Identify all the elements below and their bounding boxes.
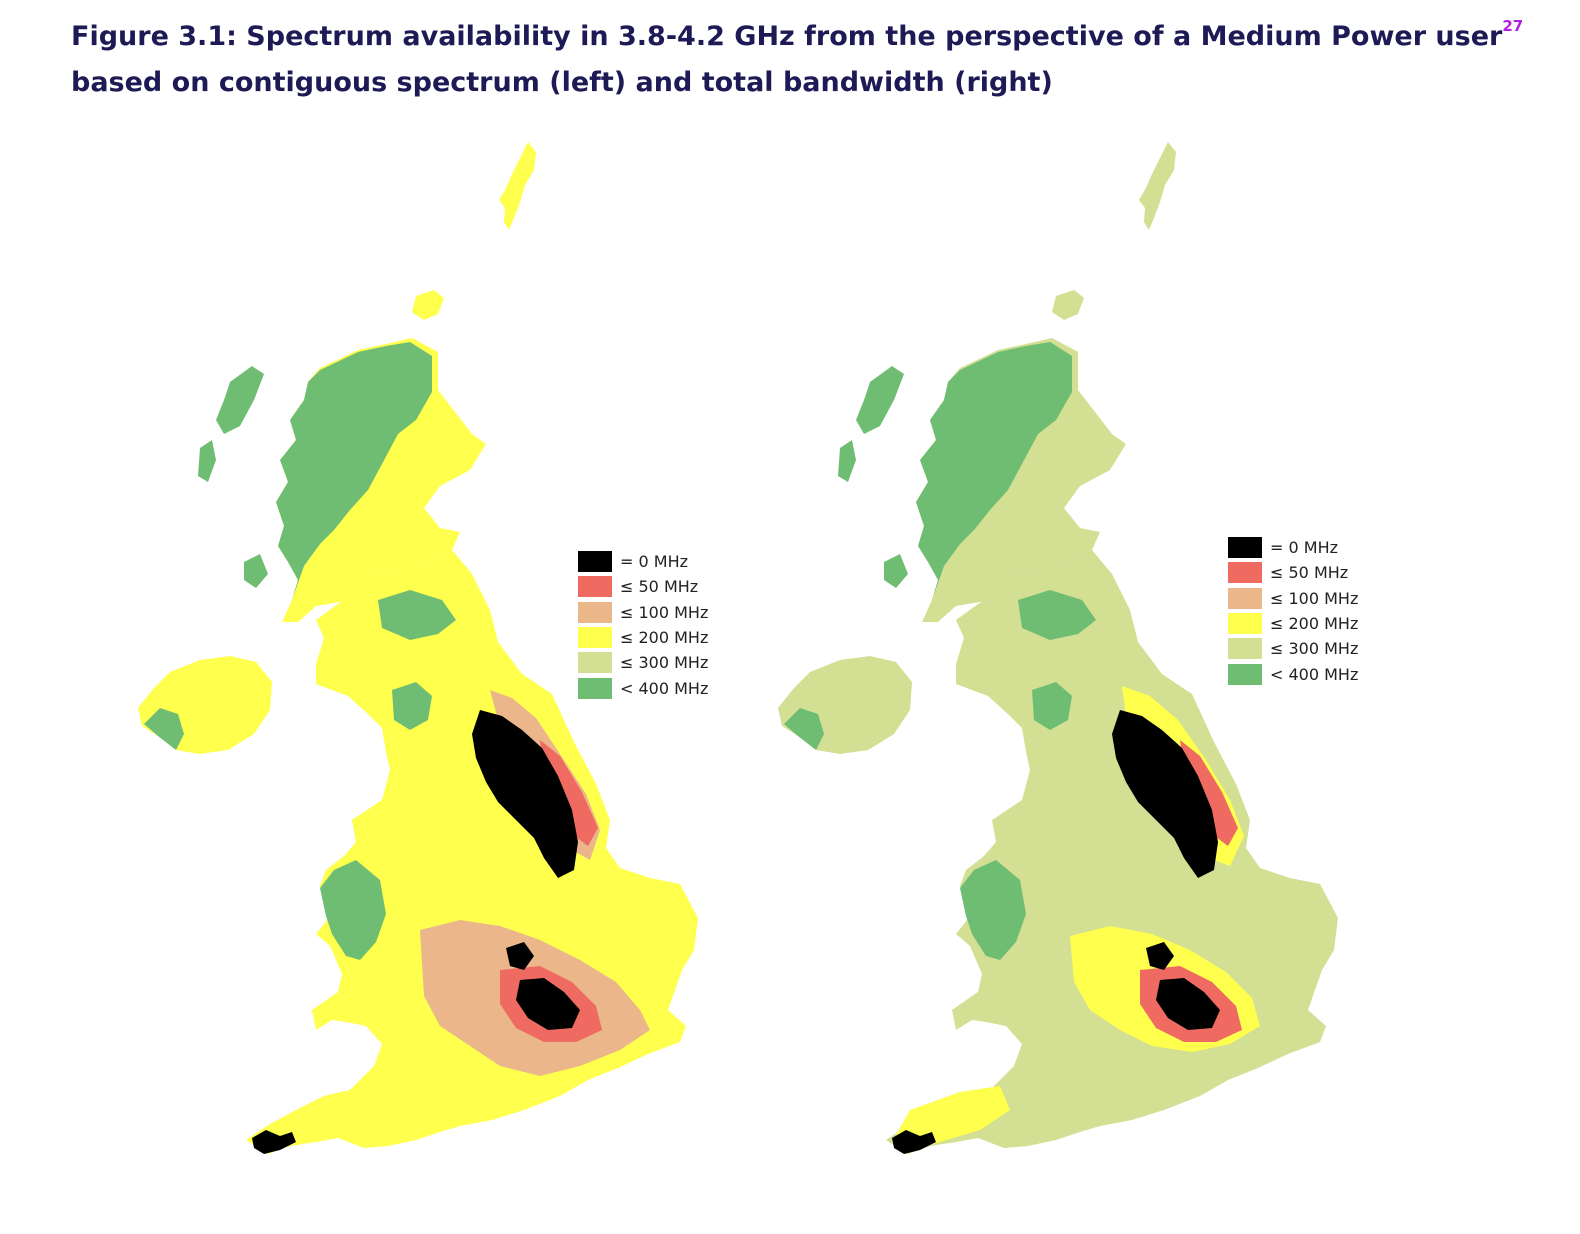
legend-label: = 0 MHz: [1270, 538, 1338, 558]
legend-swatch: [1228, 663, 1262, 685]
legend-item-4: ≤ 300 MHz: [578, 650, 708, 675]
london-zero-zone: [516, 978, 580, 1030]
legend-swatch: [1228, 537, 1262, 559]
legend-item-0: = 0 MHz: [1228, 535, 1358, 560]
legend-swatch: [1228, 587, 1262, 609]
northern-ireland: [778, 656, 912, 754]
wales-uplands: [960, 860, 1026, 960]
uk-map-right-svg: [778, 142, 1338, 1154]
legend-swatch: [578, 627, 612, 649]
midlands-zero-zone: [506, 942, 534, 970]
legend-label: ≤ 100 MHz: [1270, 588, 1359, 608]
legend-swatch: [1228, 562, 1262, 584]
legend-label: < 400 MHz: [620, 678, 709, 698]
northern-ireland-west: [784, 708, 824, 750]
legend-label: ≤ 50 MHz: [1270, 563, 1349, 583]
inner-hebrides: [838, 440, 908, 588]
shetland: [499, 142, 536, 230]
legend-item-3: ≤ 200 MHz: [1228, 611, 1358, 636]
legend-label: < 400 MHz: [1270, 664, 1359, 684]
legend-item-2: ≤ 100 MHz: [578, 600, 708, 625]
legend-swatch: [578, 551, 612, 573]
legend-swatch: [578, 652, 612, 674]
northern-ireland-west: [144, 708, 184, 750]
scotland-highlands: [276, 342, 432, 600]
cornwall-zero-zone: [252, 1130, 296, 1154]
legend-label: ≤ 300 MHz: [1270, 639, 1359, 659]
cornwall-yellow: [892, 1086, 1010, 1150]
cornwall-zero-zone: [892, 1130, 936, 1154]
legend-label: ≤ 200 MHz: [620, 628, 709, 648]
uk-map-contiguous-spectrum: [120, 130, 720, 1170]
east-coast-red: [1180, 740, 1238, 846]
north-england-zero-zone: [472, 710, 578, 878]
legend-label: ≤ 300 MHz: [620, 653, 709, 673]
legend-item-1: ≤ 50 MHz: [578, 574, 708, 599]
legend-swatch: [1228, 638, 1262, 660]
london-zero-zone: [1156, 978, 1220, 1030]
outer-hebrides: [856, 366, 904, 434]
uk-map-total-bandwidth: [760, 130, 1360, 1190]
northern-ireland: [138, 656, 272, 754]
outer-hebrides: [216, 366, 264, 434]
legend-swatch: [1228, 613, 1262, 635]
figure-subtitle: based on contiguous spectrum (left) and …: [71, 67, 1053, 98]
southern-uplands: [1018, 590, 1096, 640]
orkney: [412, 290, 444, 320]
legend-item-1: ≤ 50 MHz: [1228, 560, 1358, 585]
lake-district: [1032, 682, 1072, 730]
southern-uplands: [378, 590, 456, 640]
wales-uplands: [320, 860, 386, 960]
figure-title-text: Figure 3.1: Spectrum availability in 3.8…: [71, 21, 1503, 52]
legend-swatch: [578, 576, 612, 598]
legend-label: ≤ 50 MHz: [620, 577, 699, 597]
legend-item-0: = 0 MHz: [578, 549, 708, 574]
orkney: [1052, 290, 1084, 320]
legend-right: = 0 MHz ≤ 50 MHz ≤ 100 MHz ≤ 200 MHz ≤ 3…: [1228, 535, 1358, 687]
legend-item-3: ≤ 200 MHz: [578, 625, 708, 650]
inner-hebrides: [198, 440, 268, 588]
scotland-highlands: [916, 342, 1072, 600]
legend-item-4: ≤ 300 MHz: [1228, 636, 1358, 661]
legend-label: ≤ 200 MHz: [1270, 614, 1359, 634]
shetland: [1139, 142, 1176, 230]
legend-item-5: < 400 MHz: [578, 675, 708, 700]
legend-item-5: < 400 MHz: [1228, 661, 1358, 686]
uk-map-left-svg: [138, 142, 698, 1154]
legend-left: = 0 MHz ≤ 50 MHz ≤ 100 MHz ≤ 200 MHz ≤ 3…: [578, 549, 708, 701]
midlands-zero-zone: [1146, 942, 1174, 970]
legend-item-2: ≤ 100 MHz: [1228, 586, 1358, 611]
figure-title: Figure 3.1: Spectrum availability in 3.8…: [71, 14, 1531, 106]
east-coast-red: [540, 740, 598, 846]
legend-swatch: [578, 677, 612, 699]
legend-label: ≤ 100 MHz: [620, 602, 709, 622]
north-england-zero-zone: [1112, 710, 1218, 878]
legend-label: = 0 MHz: [620, 552, 688, 572]
footnote-reference[interactable]: 27: [1502, 17, 1524, 35]
lake-district: [392, 682, 432, 730]
legend-swatch: [578, 601, 612, 623]
